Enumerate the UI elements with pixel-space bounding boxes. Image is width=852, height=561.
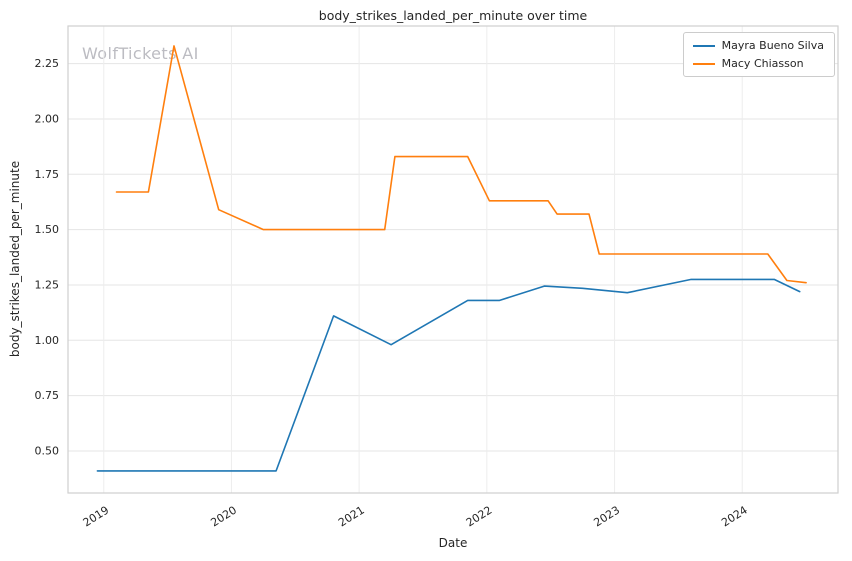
x-tick-label: 2021: [336, 504, 367, 530]
watermark: WolfTickets AI: [82, 44, 199, 63]
y-tick-label: 1.75: [35, 168, 60, 181]
y-tick-label: 1.50: [35, 223, 60, 236]
x-axis-label: Date: [438, 536, 468, 550]
y-tick-label: 1.25: [35, 278, 60, 291]
y-tick-label: 2.00: [35, 112, 60, 125]
legend-label: Mayra Bueno Silva: [721, 39, 824, 52]
x-tick-label: 2020: [208, 504, 239, 530]
x-tick-label: 2022: [464, 504, 495, 530]
chart-title: body_strikes_landed_per_minute over time: [318, 8, 588, 23]
legend-line-swatch-orange: [692, 62, 715, 65]
y-tick-label: 1.00: [35, 334, 60, 347]
y-tick-label: 2.25: [35, 57, 60, 70]
legend-line-swatch-blue: [692, 44, 715, 47]
legend-label: Macy Chiasson: [721, 57, 804, 70]
series-line: [115, 45, 807, 284]
series-line: [96, 278, 801, 472]
plot-border: [67, 25, 839, 494]
x-tick-label: 2019: [81, 504, 112, 530]
y-tick-label: 0.50: [35, 444, 60, 457]
y-tick-label: 0.75: [35, 389, 60, 402]
x-tick-label: 2024: [719, 504, 750, 530]
x-tick-label: 2023: [591, 504, 622, 530]
legend: Mayra Bueno Silva Macy Chiasson: [682, 32, 835, 77]
legend-item-macy-chiasson: Macy Chiasson: [692, 57, 824, 70]
legend-item-mayra-bueno-silva: Mayra Bueno Silva: [692, 39, 824, 52]
